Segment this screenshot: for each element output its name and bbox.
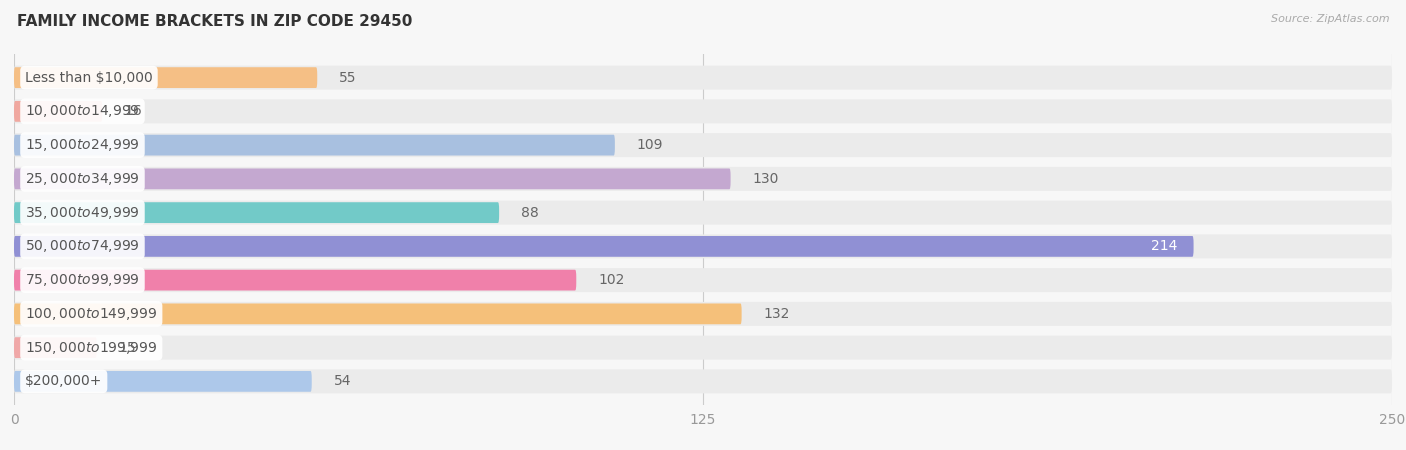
Text: Source: ZipAtlas.com: Source: ZipAtlas.com (1271, 14, 1389, 23)
FancyBboxPatch shape (14, 371, 312, 392)
FancyBboxPatch shape (14, 101, 103, 122)
FancyBboxPatch shape (14, 303, 741, 324)
FancyBboxPatch shape (14, 268, 1392, 292)
Text: Less than $10,000: Less than $10,000 (25, 71, 153, 85)
Text: 102: 102 (599, 273, 624, 287)
FancyBboxPatch shape (14, 67, 318, 88)
Text: $150,000 to $199,999: $150,000 to $199,999 (25, 340, 157, 356)
FancyBboxPatch shape (14, 66, 1392, 90)
FancyBboxPatch shape (14, 135, 614, 156)
Text: 15: 15 (118, 341, 136, 355)
Text: 16: 16 (124, 104, 142, 118)
FancyBboxPatch shape (14, 99, 1392, 123)
Text: 54: 54 (333, 374, 352, 388)
FancyBboxPatch shape (14, 337, 97, 358)
Text: $50,000 to $74,999: $50,000 to $74,999 (25, 238, 139, 254)
Text: 88: 88 (522, 206, 538, 220)
FancyBboxPatch shape (14, 336, 1392, 360)
Text: 130: 130 (752, 172, 779, 186)
FancyBboxPatch shape (14, 369, 1392, 393)
Text: FAMILY INCOME BRACKETS IN ZIP CODE 29450: FAMILY INCOME BRACKETS IN ZIP CODE 29450 (17, 14, 412, 28)
FancyBboxPatch shape (14, 236, 1194, 257)
Text: $75,000 to $99,999: $75,000 to $99,999 (25, 272, 139, 288)
FancyBboxPatch shape (14, 133, 1392, 157)
FancyBboxPatch shape (14, 167, 1392, 191)
Text: 214: 214 (1150, 239, 1177, 253)
Text: $15,000 to $24,999: $15,000 to $24,999 (25, 137, 139, 153)
Text: $100,000 to $149,999: $100,000 to $149,999 (25, 306, 157, 322)
FancyBboxPatch shape (14, 201, 1392, 225)
Text: $35,000 to $49,999: $35,000 to $49,999 (25, 205, 139, 220)
FancyBboxPatch shape (14, 270, 576, 291)
Text: 109: 109 (637, 138, 664, 152)
FancyBboxPatch shape (14, 168, 731, 189)
Text: $25,000 to $34,999: $25,000 to $34,999 (25, 171, 139, 187)
Text: $10,000 to $14,999: $10,000 to $14,999 (25, 104, 139, 119)
Text: 55: 55 (339, 71, 357, 85)
Text: 132: 132 (763, 307, 790, 321)
FancyBboxPatch shape (14, 234, 1392, 258)
FancyBboxPatch shape (14, 302, 1392, 326)
Text: $200,000+: $200,000+ (25, 374, 103, 388)
FancyBboxPatch shape (14, 202, 499, 223)
